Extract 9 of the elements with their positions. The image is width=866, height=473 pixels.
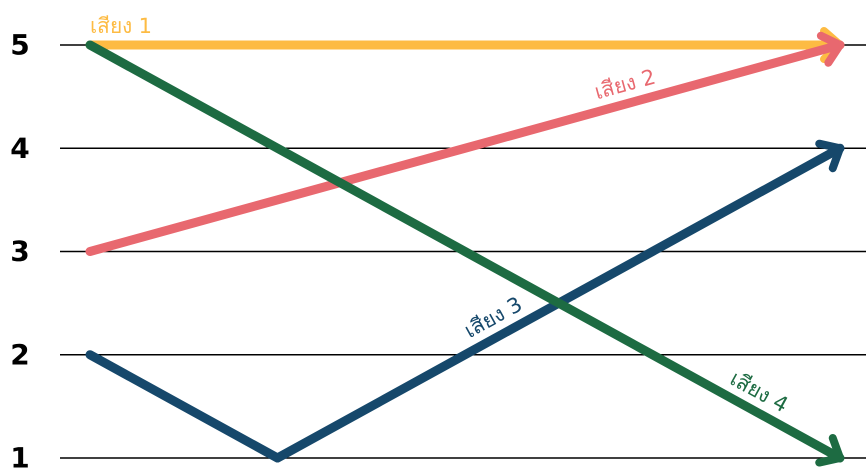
text: เสียง 3 — [460, 292, 526, 343]
y-tick-label: 3 — [10, 235, 30, 268]
y-tick-label: 2 — [10, 338, 30, 372]
text: เสียง 4 — [726, 366, 792, 418]
series-label: เสียง 1 — [90, 14, 152, 38]
text: เสียง 2 — [592, 64, 658, 104]
y-tick-label: 4 — [10, 132, 30, 165]
y-tick-label: 5 — [10, 28, 30, 62]
y-tick-label: 1 — [10, 442, 30, 473]
